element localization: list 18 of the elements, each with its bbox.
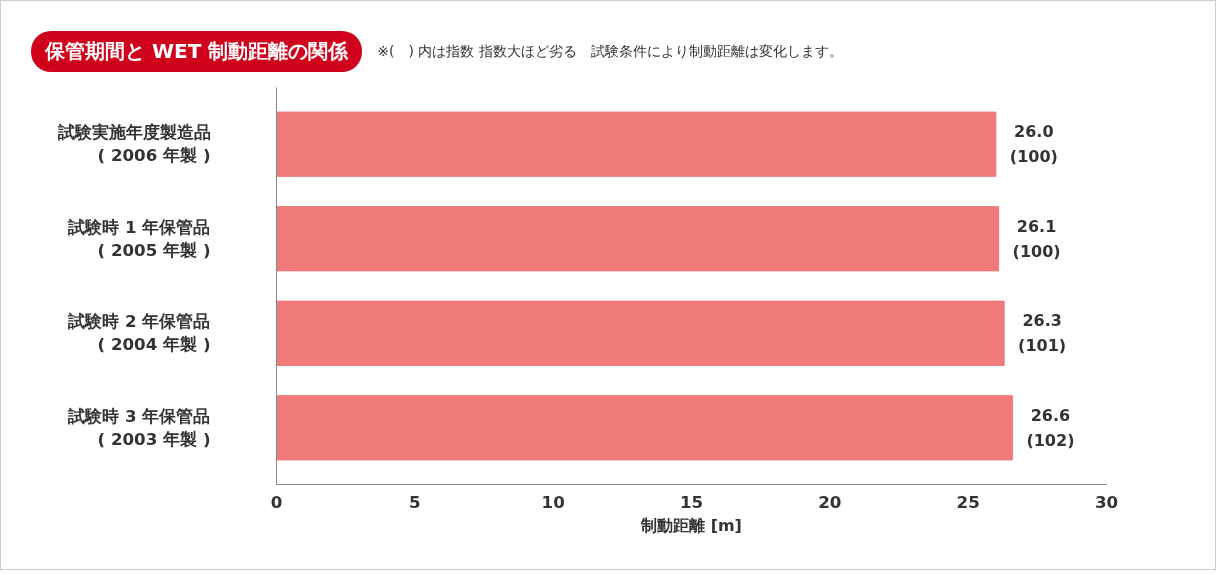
y-tick-label: 試験時 3 年保管品 ( 2003 年製 )	[67, 406, 211, 449]
x-axis-title: 制動距離 [m]	[640, 515, 742, 535]
data-label: 26.1 (100)	[1012, 216, 1061, 261]
data-label: 26.3 (101)	[1018, 310, 1067, 355]
y-tick-label: 試験時 2 年保管品 ( 2004 年製 )	[67, 311, 211, 354]
x-tick-label: 20	[818, 492, 842, 512]
x-tick-label: 30	[1094, 492, 1119, 512]
data-label: 26.0 (100)	[1009, 121, 1058, 166]
x-tick-label: 25	[956, 492, 980, 512]
chart-title: 保管期間と WET 制動距離の関係	[45, 38, 349, 65]
x-tick-label: 5	[409, 492, 421, 512]
text: ※( ) 内は指数 指数大ほど劣る 試験条件により制動距離は変化します。	[377, 42, 843, 61]
y-tick-label: 試験時 1 年保管品 ( 2005 年製 )	[67, 217, 211, 260]
x-tick-label: 10	[541, 492, 565, 512]
y-tick-label: 試験実施年度製造品 ( 2006 年製 )	[56, 122, 211, 165]
data-label: 26.6 (102)	[1026, 405, 1075, 450]
x-tick-label: 15	[679, 492, 704, 512]
x-tick-label: 0	[270, 492, 283, 512]
